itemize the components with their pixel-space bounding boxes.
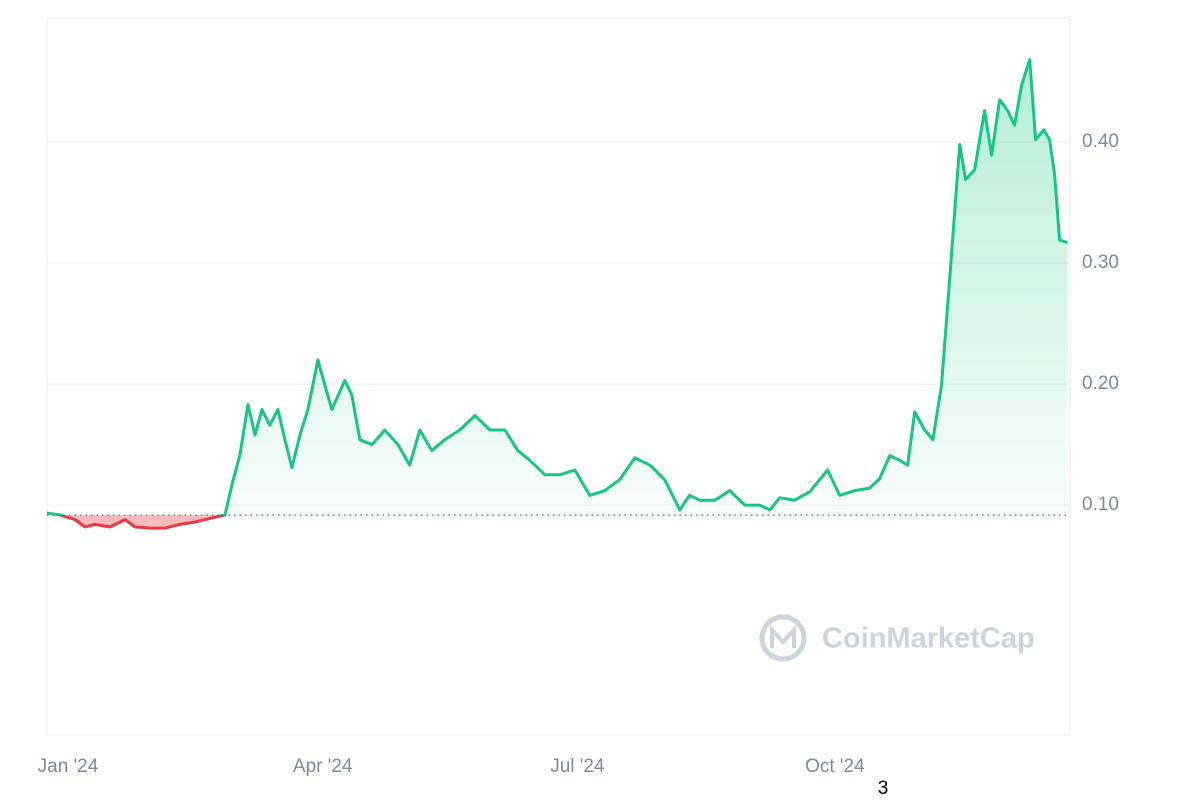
x-tick-label: Jul '24 bbox=[550, 756, 605, 777]
x-tick-label: Apr '24 bbox=[293, 756, 353, 777]
x-tick-label: Oct '24 bbox=[805, 756, 865, 777]
y-tick-label: 0.10 bbox=[1082, 494, 1119, 515]
watermark: CoinMarketCap bbox=[759, 614, 1035, 662]
y-tick-label: 0.40 bbox=[1082, 131, 1119, 152]
y-tick-label: 0.20 bbox=[1082, 373, 1119, 394]
watermark-logo bbox=[759, 614, 807, 662]
y-tick-label: 0.30 bbox=[1082, 252, 1119, 273]
watermark-text: CoinMarketCap bbox=[822, 623, 1035, 655]
watermark-logo-mark bbox=[770, 624, 796, 648]
plot-frame bbox=[46, 17, 1071, 736]
x-tick-label: Jan '24 bbox=[38, 756, 99, 777]
price-line bbox=[46, 58, 1068, 530]
price-area bbox=[47, 59, 1068, 529]
footnote: 3 bbox=[878, 778, 889, 799]
